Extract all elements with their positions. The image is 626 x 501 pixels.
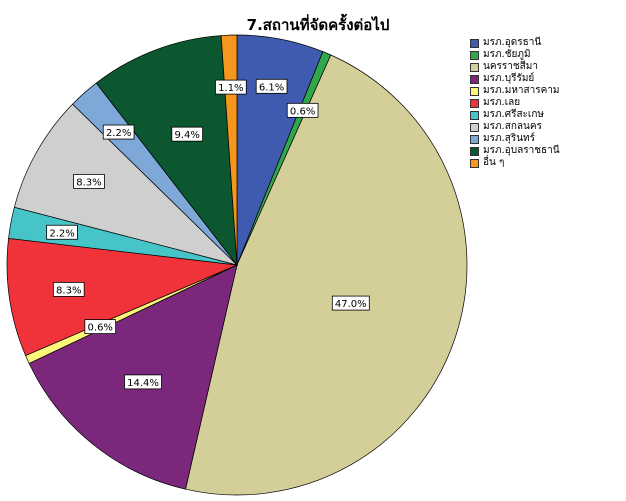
data-label: 9.4% [171, 126, 203, 142]
legend-swatch [470, 158, 479, 168]
data-label: 8.3% [52, 282, 85, 297]
data-label: 2.2% [46, 224, 78, 240]
data-label-text: 0.6% [88, 323, 113, 334]
legend-swatch [470, 50, 479, 60]
legend-swatch [470, 74, 479, 84]
pie-slice [95, 35, 238, 267]
legend-label: มรภ.สุรินทร์ [483, 133, 536, 144]
legend-label: มรภ.สกลนคร [483, 121, 542, 132]
legend-label: มรภ.ชัยภูมิ [483, 49, 531, 60]
legend-item: มรภ.มหาสารคาม [470, 85, 560, 97]
pie-slice [6, 237, 239, 356]
legend-swatch [470, 134, 479, 144]
data-label-text: 8.3% [56, 285, 81, 296]
data-label-box [52, 282, 85, 297]
legend-swatch [470, 62, 479, 72]
legend-label: นครราชสีมา [483, 61, 538, 72]
legend-swatch [470, 98, 479, 108]
data-label-box [124, 374, 162, 390]
data-label-text: 6.1% [259, 82, 284, 93]
data-label-text: 1.1% [218, 83, 243, 94]
data-label-text: 47.0% [335, 299, 367, 310]
data-label-box [171, 126, 203, 142]
legend-label: มรภ.ศรีสะเกษ [483, 109, 544, 120]
data-label: 14.4% [124, 374, 162, 390]
legend-item: มรภ.สุรินทร์ [470, 133, 560, 145]
data-label-box [255, 78, 288, 94]
data-label: 0.6% [286, 102, 319, 118]
data-label-text: 2.2% [106, 128, 131, 139]
pie-slice [185, 54, 468, 496]
data-label-box [102, 124, 135, 140]
legend-item: อื่น ๆ [470, 157, 560, 169]
data-label: 0.6% [84, 319, 117, 335]
legend-label: มรภ.อุบลราชธานี [483, 145, 560, 156]
legend-item: มรภ.สกลนคร [470, 121, 560, 133]
data-label-box [215, 79, 247, 95]
data-label-text: 8.3% [76, 177, 101, 188]
data-label-box [84, 319, 117, 335]
data-label-text: 9.4% [174, 130, 199, 141]
legend-item: มรภ.ศรีสะเกษ [470, 109, 560, 121]
data-label: 2.2% [102, 124, 135, 140]
legend-label: มรภ.มหาสารคาม [483, 85, 560, 96]
data-label: 1.1% [215, 79, 247, 95]
chart-title: 7.สถานที่จัดครั้งต่อไป [247, 13, 390, 34]
data-label: 47.0% [331, 295, 370, 311]
legend-swatch [470, 86, 479, 96]
data-label-box [331, 295, 370, 311]
legend-item: มรภ.บุรีรัมย์ [470, 73, 560, 85]
pie-slice [13, 103, 239, 266]
data-label: 8.3% [73, 173, 105, 189]
legend-label: มรภ.เลย [483, 97, 521, 108]
data-label-box [286, 102, 319, 118]
legend-label: มรภ.บุรีรัมย์ [483, 73, 535, 84]
data-label-box [73, 173, 105, 189]
data-label: 6.1% [255, 78, 288, 94]
legend-item: มรภ.เลย [470, 97, 560, 109]
legend-item: นครราชสีมา [470, 61, 560, 73]
data-label-box [46, 224, 78, 240]
legend-swatch [470, 122, 479, 132]
data-label-text: 14.4% [127, 378, 159, 389]
legend-item: มรภ.อุบลราชธานี [470, 145, 560, 157]
legend-swatch [470, 110, 479, 120]
legend-item: มรภ.ชัยภูมิ [470, 49, 560, 61]
legend-item: มรภ.อุดรธานี [470, 37, 560, 49]
data-label-text: 0.6% [290, 106, 315, 117]
data-label-text: 2.2% [49, 228, 74, 239]
legend-label: มรภ.อุดรธานี [483, 37, 542, 48]
legend-swatch [470, 38, 479, 48]
legend-label: อื่น ๆ [483, 157, 505, 168]
chart-legend: มรภ.อุดรธานี มรภ.ชัยภูมิ นครราชสีมา มรภ.บุร… [470, 37, 560, 169]
legend-swatch [470, 146, 479, 156]
